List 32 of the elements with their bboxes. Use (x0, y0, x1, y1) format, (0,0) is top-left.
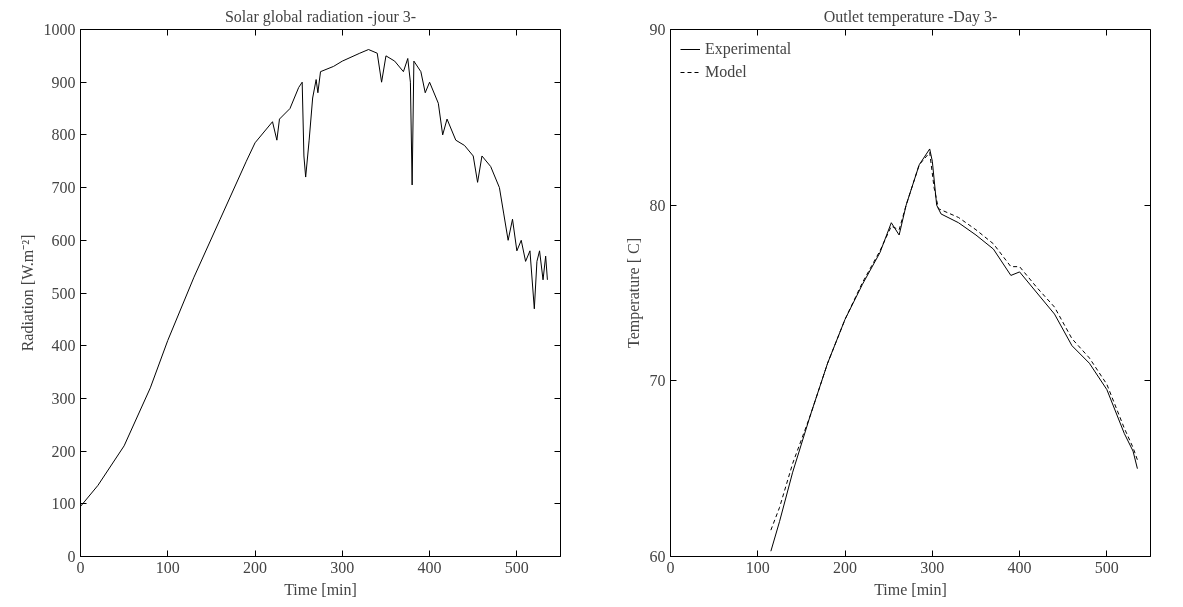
y-axis-title: Radiation [W.m⁻²] (18, 234, 36, 352)
y-tick-label: 60 (649, 548, 666, 565)
y-tick-label: 300 (51, 389, 76, 407)
y-tick-label: 400 (51, 337, 76, 355)
x-tick-label: 300 (330, 558, 355, 576)
x-tick-label: 100 (745, 558, 770, 576)
x-tick-label: 400 (417, 558, 442, 576)
y-tick-label: 500 (51, 284, 76, 302)
x-axis-title: Time [min] (874, 580, 947, 598)
y-tick-label: 80 (649, 196, 666, 214)
y-tick-label: 900 (51, 73, 76, 91)
x-tick-label: 200 (833, 558, 858, 576)
x-tick-label: 300 (920, 558, 945, 576)
x-axis-title: Time [min] (284, 580, 357, 598)
y-tick-label: 200 (51, 442, 76, 460)
x-tick-label: 400 (1007, 558, 1032, 576)
x-tick-label: 500 (504, 558, 529, 576)
y-tick-label: 1000 (43, 21, 76, 38)
chart-title: Solar global radiation -jour 3- (224, 7, 417, 26)
x-tick-label: 100 (155, 558, 180, 576)
x-tick-label: 200 (243, 558, 268, 576)
y-tick-label: 800 (51, 126, 76, 144)
y-tick-label: 70 (649, 372, 666, 390)
chart-title: Outlet temperature -Day 3- (823, 7, 998, 26)
y-axis-title: Temperature [ C] (624, 238, 643, 348)
y-tick-label: 100 (51, 495, 76, 513)
x-tick-label: 500 (1094, 558, 1119, 576)
y-tick-label: 700 (51, 179, 76, 197)
legend-label: Experimental (705, 40, 792, 58)
y-tick-label: 90 (649, 21, 666, 38)
legend-label: Model (705, 63, 747, 81)
y-tick-label: 600 (51, 231, 76, 249)
